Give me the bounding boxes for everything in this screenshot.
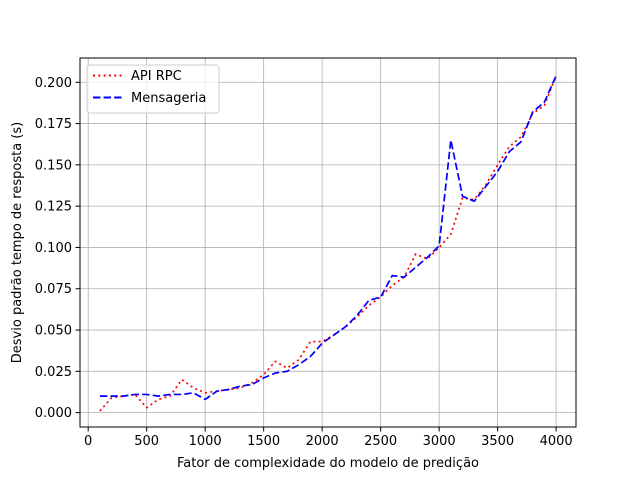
y-tick-label: 0.200 [35,76,72,91]
x-tick-label: 0 [84,434,92,449]
x-tick-label: 3500 [481,434,514,449]
x-tick-label: 1000 [189,434,222,449]
y-tick-label: 0.100 [35,241,72,256]
axis-ticks: 0 500 1000 1500 2000 2500 3000 3500 4000 0.000 0.0… [35,76,573,449]
y-tick-label: 0.150 [35,158,72,173]
y-tick-label: 0.050 [35,324,72,339]
legend-label-mensageria: Mensageria [131,91,206,106]
y-tick-label: 0.175 [35,117,72,132]
y-tick-label: 0.025 [35,365,72,380]
x-axis-label: Fator de complexidade do modelo de predi… [177,456,479,471]
x-tick-label: 2000 [306,434,339,449]
x-tick-label: 500 [134,434,159,449]
series-lines [99,75,557,412]
x-tick-label: 3000 [423,434,456,449]
x-tick-label: 1500 [247,434,280,449]
x-tick-label: 4000 [540,434,573,449]
plot-frame [79,57,577,428]
plot-area [80,58,576,427]
y-axis-label: Desvio padrão tempo de resposta (s) [10,122,25,363]
series-line-mensageria [99,75,557,401]
series-line-api-rpc [99,75,557,412]
legend-label-api-rpc: API RPC [131,69,182,84]
x-tick-label: 2500 [364,434,397,449]
legend: API RPC Mensageria [86,64,220,114]
legend-box [86,64,220,114]
y-tick-label: 0.000 [35,406,72,421]
y-tick-label: 0.075 [35,282,72,297]
y-tick-label: 0.125 [35,200,72,215]
